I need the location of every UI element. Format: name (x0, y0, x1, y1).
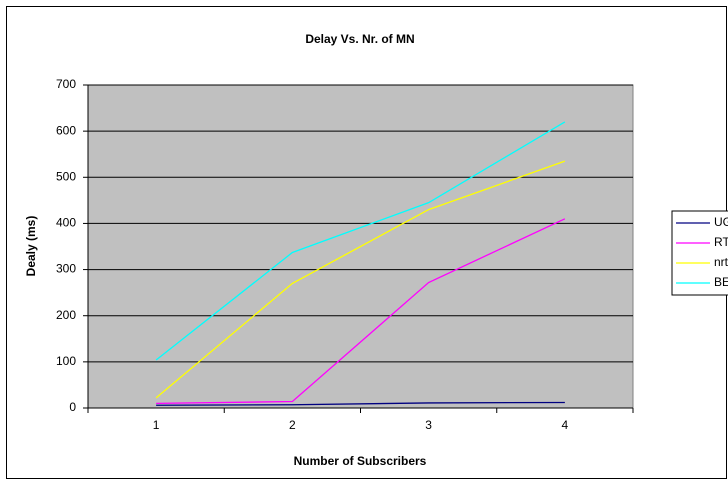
y-tick-label: 700 (56, 77, 76, 91)
legend-label: UGS (714, 215, 728, 229)
y-tick-label: 600 (56, 123, 76, 137)
series-line (156, 401, 565, 406)
legend-box (671, 210, 728, 296)
series-line (156, 218, 566, 405)
chart-title: Delay Vs. Nr. of MN (305, 32, 414, 46)
y-tick-label: 400 (56, 216, 76, 230)
y-tick-label: 100 (56, 354, 76, 368)
series-line (155, 160, 566, 399)
series-line (155, 121, 566, 361)
x-tick-label: 4 (562, 418, 569, 432)
x-tick-label: 3 (425, 418, 432, 432)
legend-label: RTPS (714, 235, 728, 249)
y-axis-label: Dealy (ms) (24, 216, 38, 277)
y-tick-label: 200 (56, 308, 76, 322)
x-axis-label: Number of Subscribers (294, 454, 427, 468)
y-tick-label: 0 (69, 400, 76, 414)
legend-label: nrtPS (714, 255, 728, 269)
x-tick-label: 1 (153, 418, 160, 432)
x-tick-label: 2 (289, 418, 296, 432)
y-tick-label: 500 (56, 169, 76, 183)
y-tick-label: 300 (56, 262, 76, 276)
legend-label: BE (714, 275, 728, 289)
